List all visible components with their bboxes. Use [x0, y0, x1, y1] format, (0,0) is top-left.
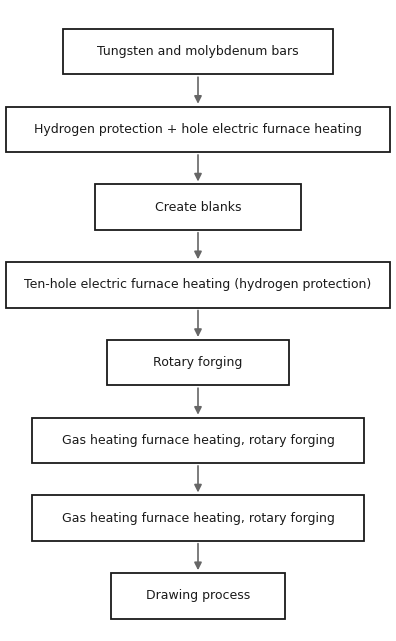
Text: Drawing process: Drawing process	[146, 589, 250, 603]
Text: Hydrogen protection + hole electric furnace heating: Hydrogen protection + hole electric furn…	[34, 123, 362, 136]
FancyBboxPatch shape	[6, 106, 390, 152]
FancyBboxPatch shape	[111, 573, 285, 619]
Text: Gas heating furnace heating, rotary forging: Gas heating furnace heating, rotary forg…	[61, 512, 335, 524]
Text: Create blanks: Create blanks	[155, 201, 241, 213]
FancyBboxPatch shape	[32, 417, 364, 463]
Text: Ten-hole electric furnace heating (hydrogen protection): Ten-hole electric furnace heating (hydro…	[25, 278, 371, 292]
FancyBboxPatch shape	[95, 185, 301, 230]
Text: Tungsten and molybdenum bars: Tungsten and molybdenum bars	[97, 45, 299, 58]
FancyBboxPatch shape	[107, 340, 289, 385]
FancyBboxPatch shape	[32, 495, 364, 541]
Text: Rotary forging: Rotary forging	[153, 356, 243, 369]
FancyBboxPatch shape	[63, 29, 333, 74]
FancyBboxPatch shape	[6, 262, 390, 308]
Text: Gas heating furnace heating, rotary forging: Gas heating furnace heating, rotary forg…	[61, 434, 335, 447]
